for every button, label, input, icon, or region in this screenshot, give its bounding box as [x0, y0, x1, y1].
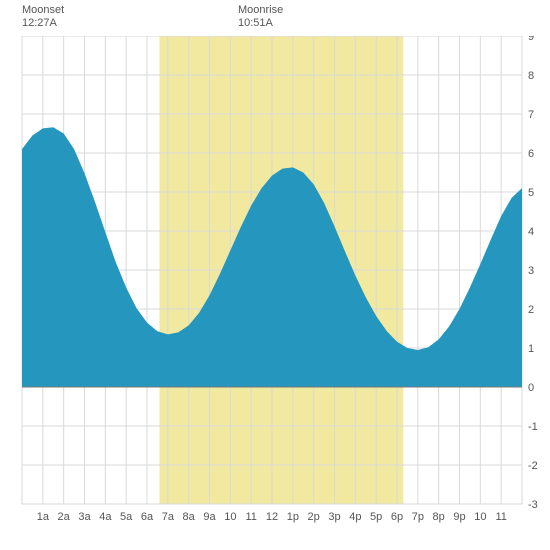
svg-text:8: 8: [528, 70, 534, 82]
svg-text:2p: 2p: [308, 511, 320, 523]
svg-text:9p: 9p: [453, 511, 465, 523]
svg-text:9: 9: [528, 36, 534, 43]
svg-text:3: 3: [528, 265, 534, 277]
svg-text:3a: 3a: [78, 511, 91, 523]
svg-text:5a: 5a: [120, 511, 133, 523]
svg-text:1p: 1p: [287, 511, 299, 523]
svg-text:2a: 2a: [58, 511, 71, 523]
svg-text:9a: 9a: [203, 511, 216, 523]
svg-text:4a: 4a: [99, 511, 112, 523]
svg-text:5: 5: [528, 187, 534, 199]
moonrise-time: 10:51A: [238, 17, 283, 30]
svg-text:6a: 6a: [141, 511, 154, 523]
svg-text:4: 4: [528, 226, 534, 238]
svg-text:-2: -2: [528, 460, 538, 472]
svg-text:1: 1: [528, 343, 534, 355]
tide-chart-container: Moonset 12:27A Moonrise 10:51A -3-2-1012…: [0, 0, 550, 550]
tide-chart-svg: -3-2-101234567891a2a3a4a5a6a7a8a9a101112…: [10, 36, 550, 528]
svg-text:3p: 3p: [328, 511, 340, 523]
svg-text:7p: 7p: [412, 511, 424, 523]
svg-text:10: 10: [224, 511, 236, 523]
moonrise-label: Moonrise: [238, 4, 283, 17]
moonset-block: Moonset 12:27A: [22, 4, 64, 30]
svg-text:8p: 8p: [433, 511, 445, 523]
svg-text:-3: -3: [528, 499, 538, 511]
svg-text:11: 11: [495, 511, 506, 523]
moonset-label: Moonset: [22, 4, 64, 17]
chart-area: -3-2-101234567891a2a3a4a5a6a7a8a9a101112…: [10, 36, 540, 536]
svg-text:5p: 5p: [370, 511, 382, 523]
svg-text:8a: 8a: [183, 511, 196, 523]
svg-text:6p: 6p: [391, 511, 403, 523]
svg-text:7: 7: [528, 109, 534, 121]
svg-text:4p: 4p: [349, 511, 361, 523]
svg-text:0: 0: [528, 382, 534, 394]
svg-text:11: 11: [245, 511, 256, 523]
svg-text:12: 12: [266, 511, 278, 523]
svg-text:6: 6: [528, 148, 534, 160]
moonrise-block: Moonrise 10:51A: [238, 4, 283, 30]
svg-text:10: 10: [474, 511, 486, 523]
svg-text:1a: 1a: [37, 511, 50, 523]
moonset-time: 12:27A: [22, 17, 64, 30]
svg-text:7a: 7a: [162, 511, 175, 523]
svg-text:-1: -1: [528, 421, 538, 433]
svg-text:2: 2: [528, 304, 534, 316]
